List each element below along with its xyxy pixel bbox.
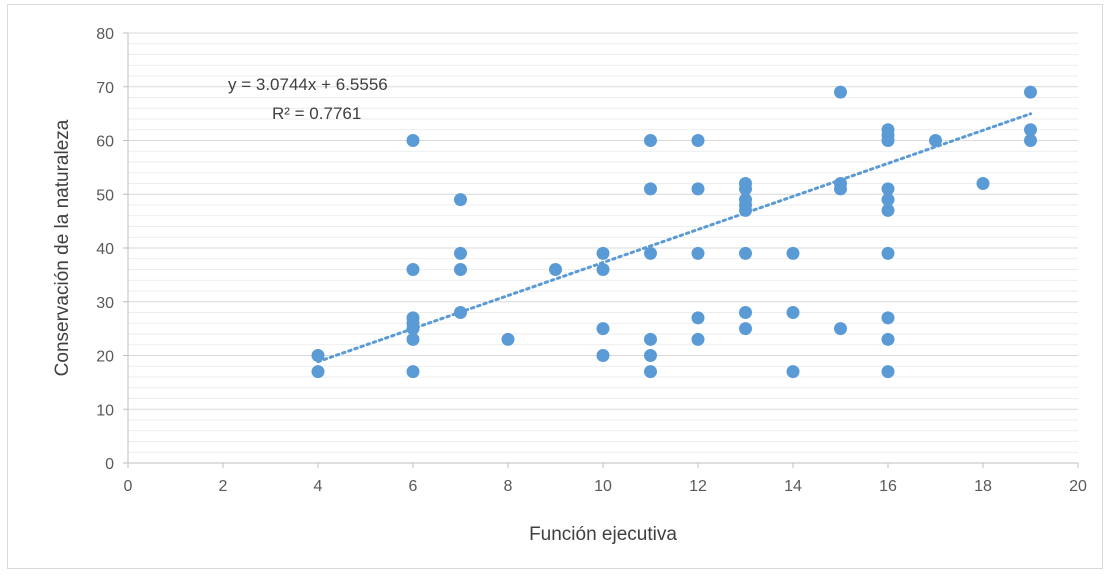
data-points xyxy=(311,85,1037,379)
data-point xyxy=(1024,85,1037,99)
x-tick-label: 4 xyxy=(314,478,323,495)
trendline xyxy=(316,112,1032,364)
data-point xyxy=(644,365,657,379)
data-point xyxy=(691,246,705,260)
data-point xyxy=(976,177,990,190)
data-point xyxy=(739,322,752,336)
data-point xyxy=(881,182,895,196)
data-point xyxy=(881,203,895,217)
data-point xyxy=(834,182,847,196)
data-point xyxy=(406,134,420,147)
data-point xyxy=(691,311,705,325)
x-tick-label: 8 xyxy=(504,478,513,495)
x-tick-label: 16 xyxy=(879,478,897,495)
x-tick-label: 10 xyxy=(594,478,612,495)
data-point xyxy=(881,311,895,325)
trendline-equation: y = 3.0744x + 6.5556 xyxy=(228,75,388,94)
data-point xyxy=(1024,123,1037,137)
data-point xyxy=(834,85,847,99)
data-point xyxy=(881,134,895,147)
data-point xyxy=(406,365,420,379)
trendline-path xyxy=(316,112,1032,364)
data-point xyxy=(881,193,895,207)
y-tick-label: 70 xyxy=(96,80,114,97)
x-tick-label: 18 xyxy=(974,478,992,495)
data-point xyxy=(881,332,895,346)
x-tick-labels: 0 2 4 6 8 10 12 14 16 18 20 xyxy=(124,478,1087,495)
data-point xyxy=(644,246,657,260)
data-point xyxy=(691,332,705,346)
data-point xyxy=(596,322,610,336)
y-tick-label: 80 xyxy=(96,26,114,43)
data-point xyxy=(454,193,467,207)
data-point xyxy=(929,134,942,147)
y-tick-label: 50 xyxy=(96,187,114,204)
y-tick-label: 0 xyxy=(105,456,114,473)
data-point xyxy=(406,263,420,276)
data-point xyxy=(644,134,657,147)
data-point xyxy=(596,349,610,362)
x-axis-title: Función ejecutiva xyxy=(529,524,677,545)
data-point xyxy=(739,182,752,196)
x-tick-label: 12 xyxy=(689,478,707,495)
x-tick-label: 14 xyxy=(784,478,802,495)
data-point xyxy=(454,246,467,260)
data-point xyxy=(644,349,657,362)
data-point xyxy=(549,263,562,276)
data-point xyxy=(454,306,467,319)
data-point xyxy=(406,322,420,336)
data-point xyxy=(1024,134,1037,147)
data-point xyxy=(739,203,752,217)
y-axis-title: Conservación de la naturaleza xyxy=(52,119,73,376)
y-tick-label: 20 xyxy=(96,349,114,366)
data-point xyxy=(881,365,895,379)
x-tick-label: 6 xyxy=(409,478,418,495)
axes xyxy=(123,32,1079,468)
y-tick-label: 40 xyxy=(96,241,114,258)
chart-area xyxy=(7,4,1103,569)
y-tick-label: 10 xyxy=(96,402,114,419)
data-point xyxy=(739,246,752,260)
data-point xyxy=(739,306,752,319)
y-tick-labels: 0 10 20 30 40 50 60 70 80 xyxy=(96,26,114,473)
data-point xyxy=(644,332,657,346)
data-point xyxy=(644,182,657,196)
x-tick-label: 0 xyxy=(124,478,133,495)
data-point xyxy=(691,134,705,147)
y-tick-label: 30 xyxy=(96,295,114,312)
x-tick-label: 2 xyxy=(219,478,228,495)
data-point xyxy=(454,263,467,276)
x-tick-label: 20 xyxy=(1069,478,1087,495)
data-point xyxy=(311,349,325,362)
data-point xyxy=(596,246,610,260)
data-point xyxy=(311,365,325,379)
data-point xyxy=(881,246,895,260)
y-tick-label: 60 xyxy=(96,134,114,151)
data-point xyxy=(501,332,515,346)
data-point xyxy=(691,182,705,196)
data-point xyxy=(786,306,800,319)
data-point xyxy=(786,365,800,379)
data-point xyxy=(406,332,420,346)
data-point xyxy=(786,246,800,260)
data-point xyxy=(834,322,847,336)
data-point xyxy=(596,263,610,276)
trendline-r-squared: R² = 0.7761 xyxy=(272,104,361,123)
